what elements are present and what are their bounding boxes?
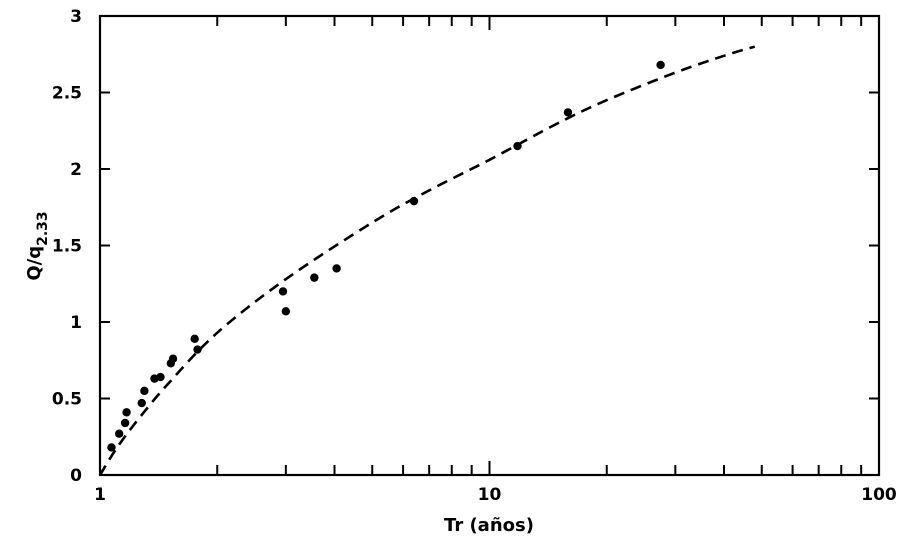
plot-border xyxy=(98,14,881,477)
plot-frame xyxy=(98,14,881,477)
y-tick-label: 0.5 xyxy=(52,390,82,410)
data-point xyxy=(656,60,665,70)
data-points-layer xyxy=(107,60,665,452)
x-axis-label: Tr (años) xyxy=(444,515,534,536)
y-tick-label: 1.5 xyxy=(52,237,82,257)
data-point xyxy=(409,196,419,206)
data-point xyxy=(513,141,522,151)
fit-curve-layer xyxy=(98,45,756,476)
y-tick-label: 2 xyxy=(70,160,82,180)
y-axis-label-subscript: 2.33 xyxy=(35,211,51,246)
tick-labels: 0 0.5 1 1.5 2 2.5 3 1 10 100 xyxy=(52,7,897,505)
data-point xyxy=(281,307,291,316)
y-tick-label: 2.5 xyxy=(52,84,82,104)
y-tick-label: 0 xyxy=(70,466,82,486)
axis-ticks xyxy=(99,15,879,476)
data-point xyxy=(310,273,319,282)
data-point xyxy=(114,429,124,438)
data-point xyxy=(120,418,130,428)
data-point xyxy=(122,408,131,417)
data-point xyxy=(563,108,573,117)
data-point xyxy=(156,372,165,382)
data-point xyxy=(137,398,146,408)
data-point xyxy=(332,264,341,273)
data-point xyxy=(107,443,116,452)
x-tick-label: 10 xyxy=(478,485,502,505)
data-point xyxy=(278,287,288,296)
data-point xyxy=(168,354,178,363)
data-point xyxy=(140,386,149,396)
y-axis-label-main: Q/q xyxy=(24,246,45,281)
y-tick-label: 1 xyxy=(70,313,82,333)
data-point xyxy=(190,334,199,344)
y-tick-label: 3 xyxy=(70,7,82,27)
data-point xyxy=(193,345,202,354)
x-tick-label: 1 xyxy=(94,485,106,505)
x-tick-label: 100 xyxy=(861,485,897,505)
fit-curve xyxy=(98,45,756,476)
y-axis-label: Q/q2.33 xyxy=(24,211,51,280)
